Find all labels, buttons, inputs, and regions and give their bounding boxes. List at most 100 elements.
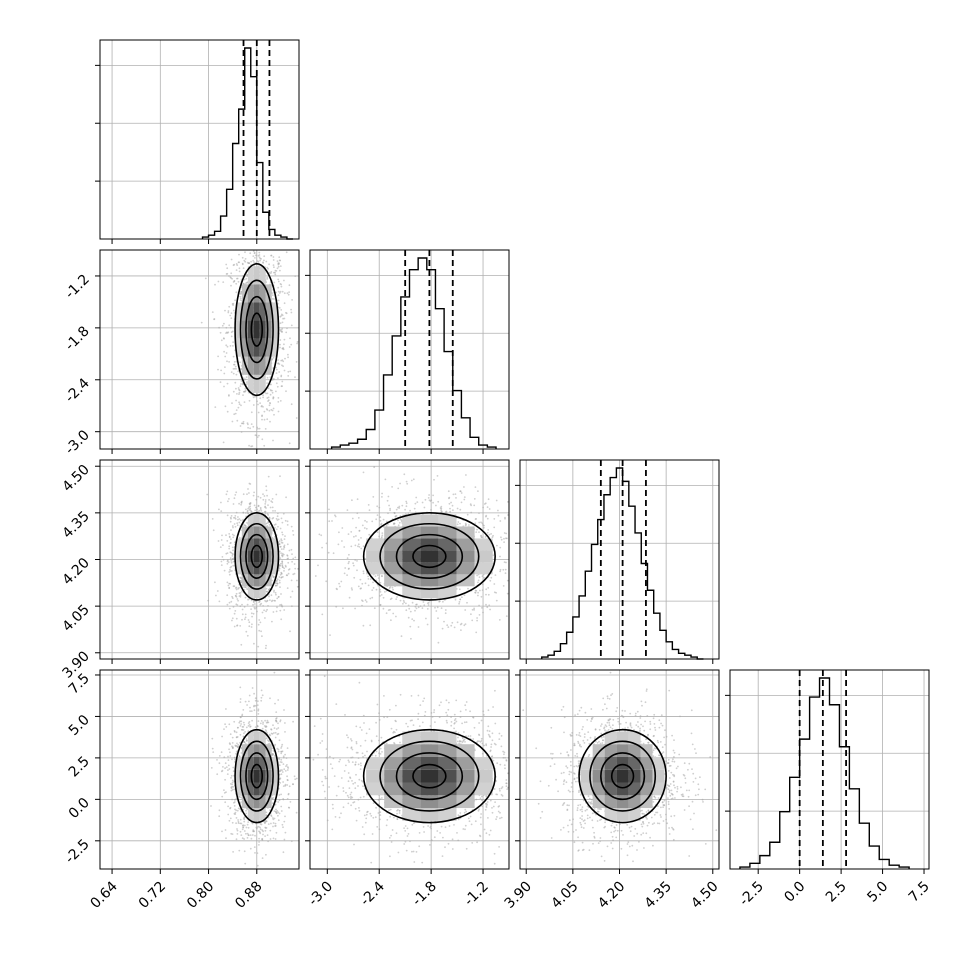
sample-point <box>387 495 390 498</box>
sample-point <box>464 623 467 625</box>
sample-point <box>277 280 280 283</box>
sample-point <box>242 493 245 496</box>
sample-point <box>279 475 281 478</box>
sample-point <box>372 581 374 584</box>
sample-point <box>416 501 419 503</box>
sample-point <box>228 607 231 610</box>
sample-point <box>270 500 273 502</box>
sample-point <box>239 686 242 689</box>
y-tick-label: -3.0 <box>62 427 93 458</box>
sample-point <box>395 508 398 511</box>
sample-point <box>295 417 298 419</box>
sample-point <box>244 258 247 260</box>
sample-point <box>232 503 235 505</box>
sample-point <box>278 550 281 553</box>
sample-point <box>230 317 233 320</box>
sample-point <box>284 535 286 537</box>
sample-point <box>239 295 242 298</box>
sample-point <box>235 368 238 370</box>
sample-point <box>269 506 272 509</box>
sample-point <box>238 270 241 273</box>
sample-point <box>281 321 284 324</box>
density-cell <box>259 538 266 551</box>
sample-point <box>411 601 414 604</box>
sample-point <box>388 504 390 507</box>
sample-point <box>244 260 247 263</box>
sample-point <box>228 582 231 585</box>
sample-point <box>403 473 406 476</box>
sample-point <box>246 493 248 496</box>
sample-point <box>236 277 238 280</box>
sample-point <box>292 557 295 560</box>
sample-point <box>229 751 231 754</box>
sample-point <box>230 258 233 261</box>
sample-point <box>398 507 401 509</box>
sample-point <box>254 834 256 837</box>
sample-point <box>489 579 492 582</box>
sample-point <box>328 520 331 523</box>
density-cell <box>259 514 266 527</box>
sample-point <box>263 495 266 497</box>
sample-point <box>371 589 374 591</box>
sample-point <box>318 533 321 536</box>
histogram-step-line <box>201 47 293 240</box>
density-cell <box>253 574 260 587</box>
sample-point <box>268 587 271 590</box>
density-cell <box>241 320 248 339</box>
sample-point <box>259 508 262 510</box>
sample-point <box>285 251 288 254</box>
sample-point <box>468 524 470 526</box>
sample-point <box>379 519 382 522</box>
sample-point <box>226 410 229 413</box>
sample-point <box>235 409 238 411</box>
panel-frame <box>309 249 510 450</box>
sample-point <box>296 585 299 588</box>
sample-point <box>498 619 501 621</box>
sample-point <box>440 509 442 512</box>
sample-point <box>393 512 396 515</box>
sample-point <box>248 700 250 703</box>
sample-point <box>287 561 290 564</box>
sample-point <box>254 506 257 509</box>
sample-point <box>271 389 273 392</box>
sample-point <box>392 588 394 591</box>
sample-point <box>379 581 382 584</box>
density-cell <box>259 374 266 393</box>
sample-point <box>275 390 277 393</box>
density-cell <box>265 302 272 321</box>
sample-point <box>449 507 451 510</box>
sample-point <box>503 532 506 534</box>
sample-point <box>293 572 296 575</box>
sample-point <box>387 512 389 515</box>
sample-point <box>232 372 235 375</box>
sample-point <box>266 409 269 411</box>
sample-point <box>283 709 285 711</box>
sample-point <box>237 406 240 409</box>
scatter-panel-0-1: -3.0-2.4-1.8-1.2 <box>62 249 300 458</box>
sample-point <box>485 603 487 606</box>
sample-point <box>250 423 253 425</box>
sample-point <box>291 605 293 608</box>
sample-point <box>233 541 236 544</box>
sample-point <box>289 596 292 598</box>
sample-point <box>281 521 284 524</box>
sample-point <box>273 727 276 729</box>
sample-point <box>212 751 215 753</box>
sample-point <box>206 493 209 496</box>
density-cell <box>456 574 475 587</box>
sample-point <box>339 585 341 588</box>
sample-point <box>451 504 454 507</box>
sample-point <box>224 366 226 368</box>
density-cell <box>259 356 266 375</box>
density-cell <box>420 550 439 563</box>
sample-point <box>288 549 291 552</box>
sample-point <box>428 494 430 496</box>
sample-point <box>235 269 238 271</box>
sample-point <box>249 252 252 255</box>
sample-point <box>223 322 225 325</box>
sample-point <box>226 382 229 385</box>
sample-point <box>271 358 274 360</box>
sample-point <box>211 311 214 313</box>
density-cell <box>247 574 254 587</box>
sample-point <box>280 603 283 606</box>
